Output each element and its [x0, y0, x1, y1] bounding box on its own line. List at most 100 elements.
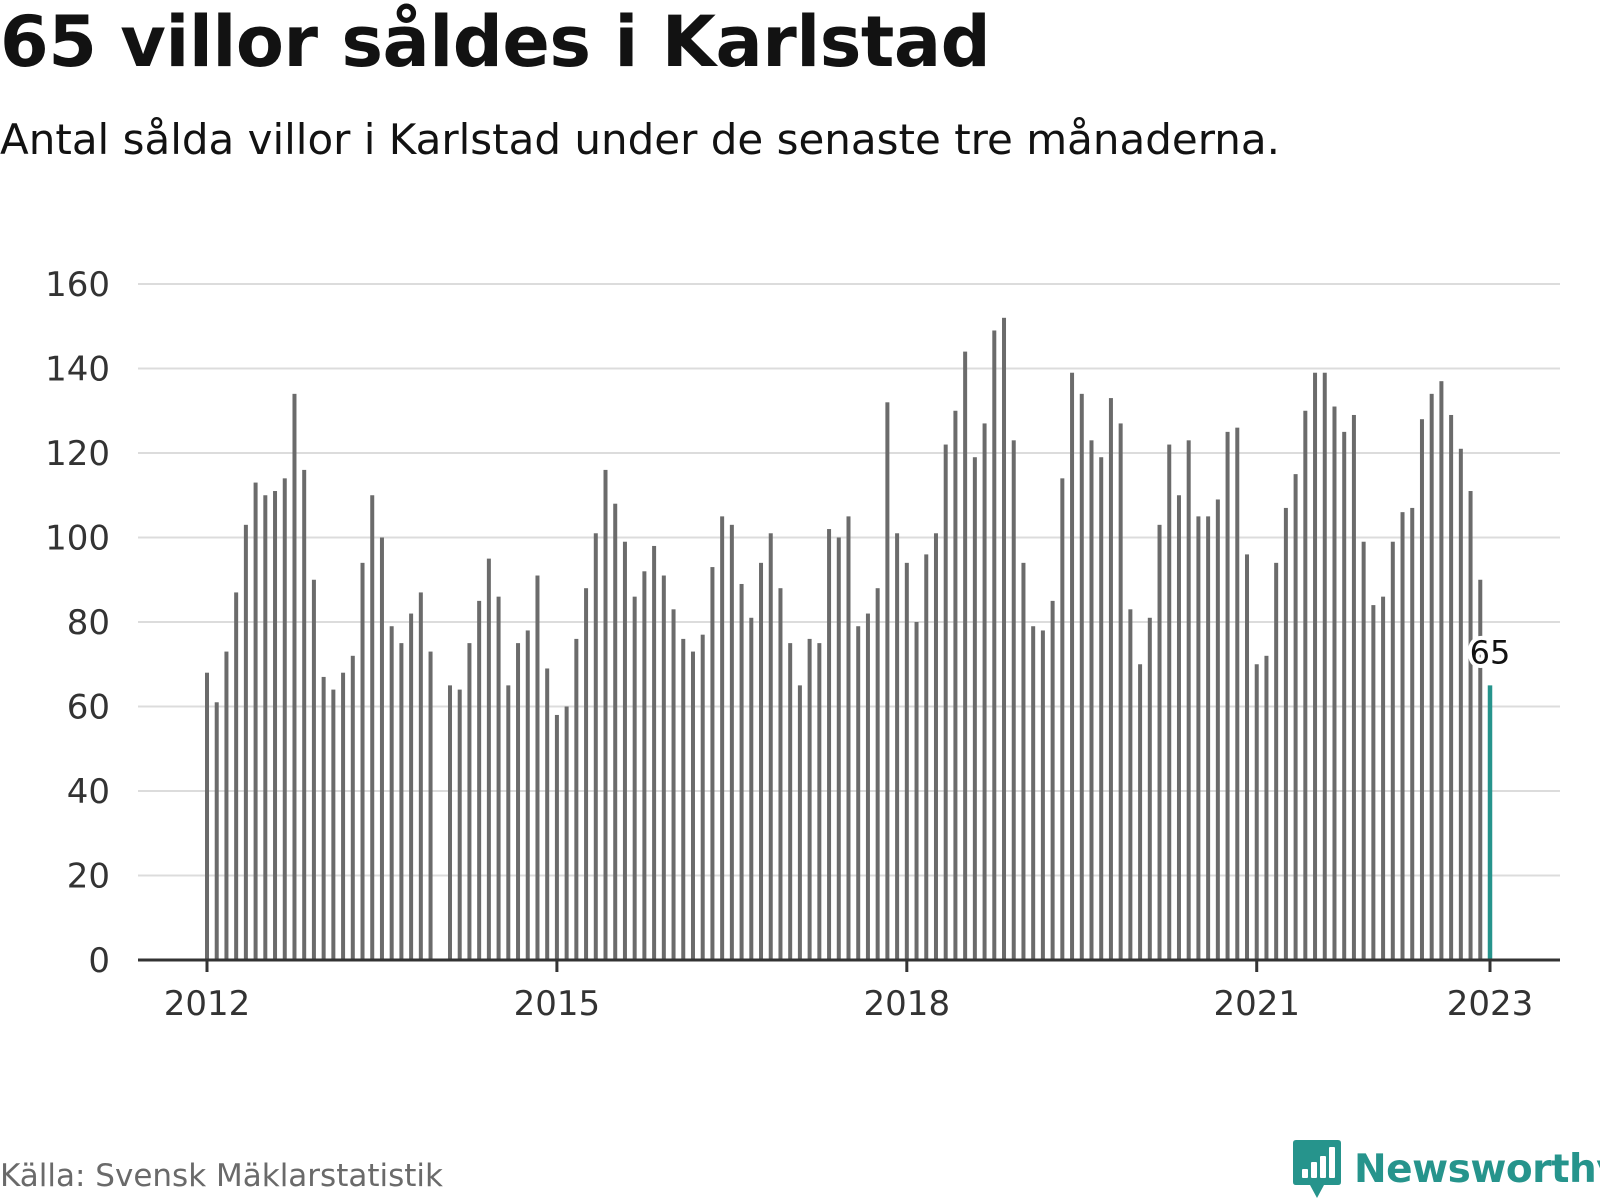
bar: [1313, 372, 1318, 961]
x-tick-label: 2023: [1447, 984, 1534, 1024]
bar: [1157, 524, 1162, 960]
bar: [302, 469, 307, 960]
y-tick-label: 140: [45, 350, 110, 390]
bar: [875, 588, 880, 960]
bar: [700, 634, 705, 960]
bar: [788, 643, 793, 960]
bar: [1079, 393, 1084, 961]
bar: [1468, 491, 1473, 960]
bar: [759, 562, 764, 960]
bar: [1002, 317, 1007, 960]
bar: [516, 643, 521, 960]
bar: [603, 469, 608, 960]
bar: [1361, 541, 1366, 960]
brand: Newsworthy: [1292, 1138, 1600, 1200]
bar: [768, 533, 773, 960]
bar: [1400, 512, 1405, 960]
bar: [846, 516, 851, 960]
bar: [1225, 431, 1230, 960]
bar: [341, 672, 346, 960]
bar: [1458, 448, 1463, 960]
x-axis-tick-labels: 2012 2015 2018 2021 2023: [164, 984, 1534, 1024]
bar: [1138, 664, 1143, 960]
bar: [1108, 398, 1113, 960]
brand-name: Newsworthy: [1354, 1146, 1600, 1192]
newsworthy-logo-icon: [1293, 1140, 1341, 1198]
bar: [545, 668, 550, 960]
bar: [273, 491, 278, 960]
bar: [224, 651, 229, 960]
bar: [1381, 596, 1386, 960]
bar: [827, 529, 832, 960]
y-tick-label: 120: [45, 434, 110, 474]
bar: [311, 579, 316, 960]
bar: [1419, 419, 1424, 960]
bar: [292, 393, 297, 961]
bar: [564, 706, 569, 960]
bar: [1293, 474, 1298, 960]
bar: [554, 714, 559, 960]
bar: [1040, 630, 1045, 960]
bar: [690, 651, 695, 960]
bar: [1478, 579, 1483, 960]
bar: [749, 617, 754, 960]
bar: [622, 541, 627, 960]
bar: [982, 423, 987, 960]
bar: [710, 567, 715, 960]
bar: [1070, 372, 1075, 961]
bar: [729, 524, 734, 960]
bar: [263, 495, 268, 960]
bar: [924, 554, 929, 960]
bar: [1371, 605, 1376, 960]
bar: [1099, 457, 1104, 960]
bar: [953, 410, 958, 960]
bar: [1235, 427, 1240, 960]
y-tick-label: 60: [67, 688, 110, 728]
x-tick-label: 2021: [1213, 984, 1300, 1024]
bar: [1031, 626, 1036, 960]
bar: [778, 588, 783, 960]
highlight-value-label: 65: [1470, 633, 1511, 671]
bar: [321, 676, 326, 960]
bar: [943, 444, 948, 960]
bar: [1011, 440, 1016, 960]
bar: [865, 613, 870, 960]
bar: [1390, 541, 1395, 960]
bar: [1050, 600, 1055, 960]
bar: [1245, 554, 1250, 960]
highlighted-bar: [1487, 685, 1493, 960]
bar: [1118, 423, 1123, 960]
bar: [661, 575, 666, 960]
bar: [739, 583, 744, 960]
bar: [904, 562, 909, 960]
bar: [525, 630, 530, 960]
y-axis-tick-labels: 0 20 40 60 80 100 120 140 160: [45, 265, 110, 981]
bar: [1303, 410, 1308, 960]
bar: [1021, 562, 1026, 960]
bar: [836, 537, 841, 960]
bar: [1429, 393, 1434, 961]
bar: [418, 592, 423, 960]
bar: [389, 626, 394, 960]
bar: [1439, 381, 1444, 960]
bar: [1206, 516, 1211, 960]
bar: [1332, 406, 1337, 960]
bar: [1322, 372, 1327, 961]
bar: [234, 592, 239, 960]
bar: [399, 643, 404, 960]
bar: [1196, 516, 1201, 960]
y-tick-label: 20: [67, 857, 110, 897]
bar: [933, 533, 938, 960]
bar: [486, 558, 491, 960]
bar: [972, 457, 977, 960]
x-tick-label: 2012: [164, 984, 251, 1024]
x-tick-label: 2015: [514, 984, 601, 1024]
bar: [409, 613, 414, 960]
bar: [331, 689, 336, 960]
bar: [681, 638, 686, 960]
bar: [477, 600, 482, 960]
bar: [593, 533, 598, 960]
bar: [817, 643, 822, 960]
y-tick-label: 0: [88, 941, 110, 981]
